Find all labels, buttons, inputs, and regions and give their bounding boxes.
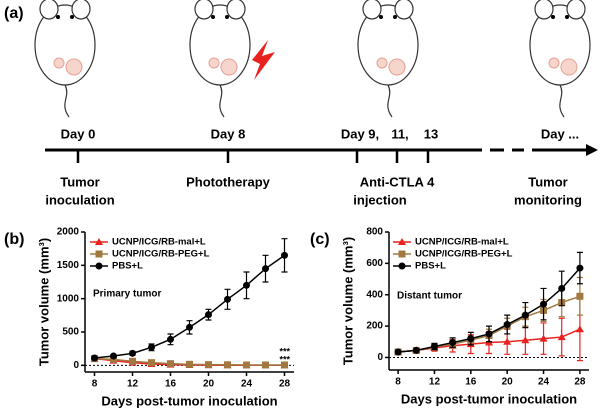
legend-label: UCNP/ICG/RB-mal+L: [112, 237, 206, 248]
legend-label: PBS+L: [415, 261, 446, 272]
marker: [243, 361, 250, 369]
y-tick-label: 600: [366, 258, 383, 269]
legend-marker: [95, 250, 103, 258]
marker: [558, 284, 566, 292]
x-tick-label: 28: [574, 377, 586, 388]
marker: [129, 349, 136, 357]
marker: [521, 336, 530, 344]
marker: [539, 334, 548, 342]
marker: [224, 361, 231, 369]
x-tick-label: 12: [127, 379, 139, 390]
x-tick-label: 16: [165, 379, 177, 390]
y-tick-label: 1500: [57, 260, 80, 271]
x-tick-label: 28: [279, 379, 291, 390]
y-tick-label: 500: [62, 327, 79, 338]
marker: [262, 265, 269, 273]
panel-label: (a): [4, 5, 24, 22]
legend-label: UCNP/ICG/RB-PEG+L: [415, 249, 513, 260]
y-tick-label: 0: [73, 360, 79, 371]
marker: [91, 354, 98, 362]
event-label: injection: [353, 192, 407, 207]
legend-marker: [95, 238, 103, 245]
event-label: inoculation: [45, 192, 114, 207]
marker: [503, 321, 511, 329]
day-label: Day 9,: [341, 126, 379, 141]
x-tick-label: 24: [241, 379, 253, 390]
x-tick-label: 16: [465, 377, 477, 388]
marker: [575, 325, 584, 333]
marker: [148, 359, 155, 367]
legend-marker: [398, 238, 406, 245]
x-tick-label: 8: [395, 377, 401, 388]
marker: [503, 337, 512, 345]
day-label: Day ...: [541, 126, 579, 141]
marker: [224, 295, 231, 303]
marker: [148, 343, 155, 351]
y-axis-label: Tumor volume (mm³): [36, 238, 51, 366]
marker: [394, 348, 402, 356]
marker: [430, 342, 438, 350]
marker: [205, 311, 212, 319]
marker: [281, 361, 288, 369]
x-tick-label: 20: [203, 379, 215, 390]
marker: [186, 323, 193, 331]
day-label: 11,: [391, 126, 408, 141]
panel-label: (b): [4, 231, 24, 248]
legend-label: PBS+L: [112, 261, 143, 272]
y-tick-label: 200: [366, 321, 383, 332]
y-tick-label: 400: [366, 289, 383, 300]
event-label: Tumor: [528, 174, 567, 189]
day-label: 13: [424, 126, 438, 141]
marker: [167, 335, 174, 343]
y-tick-label: 1000: [57, 293, 80, 304]
x-tick-label: 24: [538, 377, 550, 388]
annotation: Primary tumor: [93, 289, 161, 300]
event-label: Phototherapy: [186, 174, 271, 189]
marker: [485, 330, 493, 338]
marker: [262, 361, 269, 369]
y-tick-label: 0: [377, 352, 383, 363]
laser-icon: [252, 40, 275, 80]
marker: [243, 281, 250, 289]
x-axis-label: Days post-tumor inoculation: [101, 393, 277, 408]
marker: [129, 357, 136, 365]
event-label: monitoring: [514, 192, 582, 207]
marker: [449, 339, 457, 347]
legend-marker: [95, 262, 103, 270]
mice: [34, 0, 591, 118]
y-axis-label: Tumor volume (mm³): [340, 237, 355, 365]
event-label: Tumor: [60, 174, 99, 189]
y-tick-label: 800: [366, 227, 383, 238]
marker: [576, 264, 584, 272]
marker: [521, 311, 529, 319]
day-label: Day 8: [211, 126, 246, 141]
marker: [576, 292, 584, 300]
marker: [167, 360, 174, 368]
x-tick-label: 20: [502, 377, 514, 388]
marker: [412, 346, 420, 354]
event-label: Anti-CTLA 4: [360, 174, 435, 189]
significance: ***: [279, 354, 290, 364]
x-tick-label: 12: [429, 377, 441, 388]
y-tick-label: 2000: [57, 227, 80, 238]
timeline: [45, 144, 598, 163]
marker: [467, 335, 475, 343]
legend-marker: [398, 250, 406, 258]
marker: [110, 352, 117, 360]
significance: ***: [279, 346, 290, 356]
legend-marker: [398, 262, 406, 270]
legend-label: UCNP/ICG/RB-PEG+L: [112, 249, 210, 260]
marker: [557, 333, 566, 341]
marker: [186, 360, 193, 368]
marker: [281, 251, 288, 259]
legend-label: UCNP/ICG/RB-mal+L: [415, 237, 509, 248]
day-label: Day 0: [61, 126, 96, 141]
panel-label: (c): [310, 231, 330, 248]
marker: [205, 361, 212, 369]
annotation: Distant tumor: [397, 291, 462, 302]
x-tick-label: 8: [92, 379, 98, 390]
x-axis-label: Days post-tumor inoculation: [401, 391, 577, 406]
marker: [540, 300, 548, 308]
